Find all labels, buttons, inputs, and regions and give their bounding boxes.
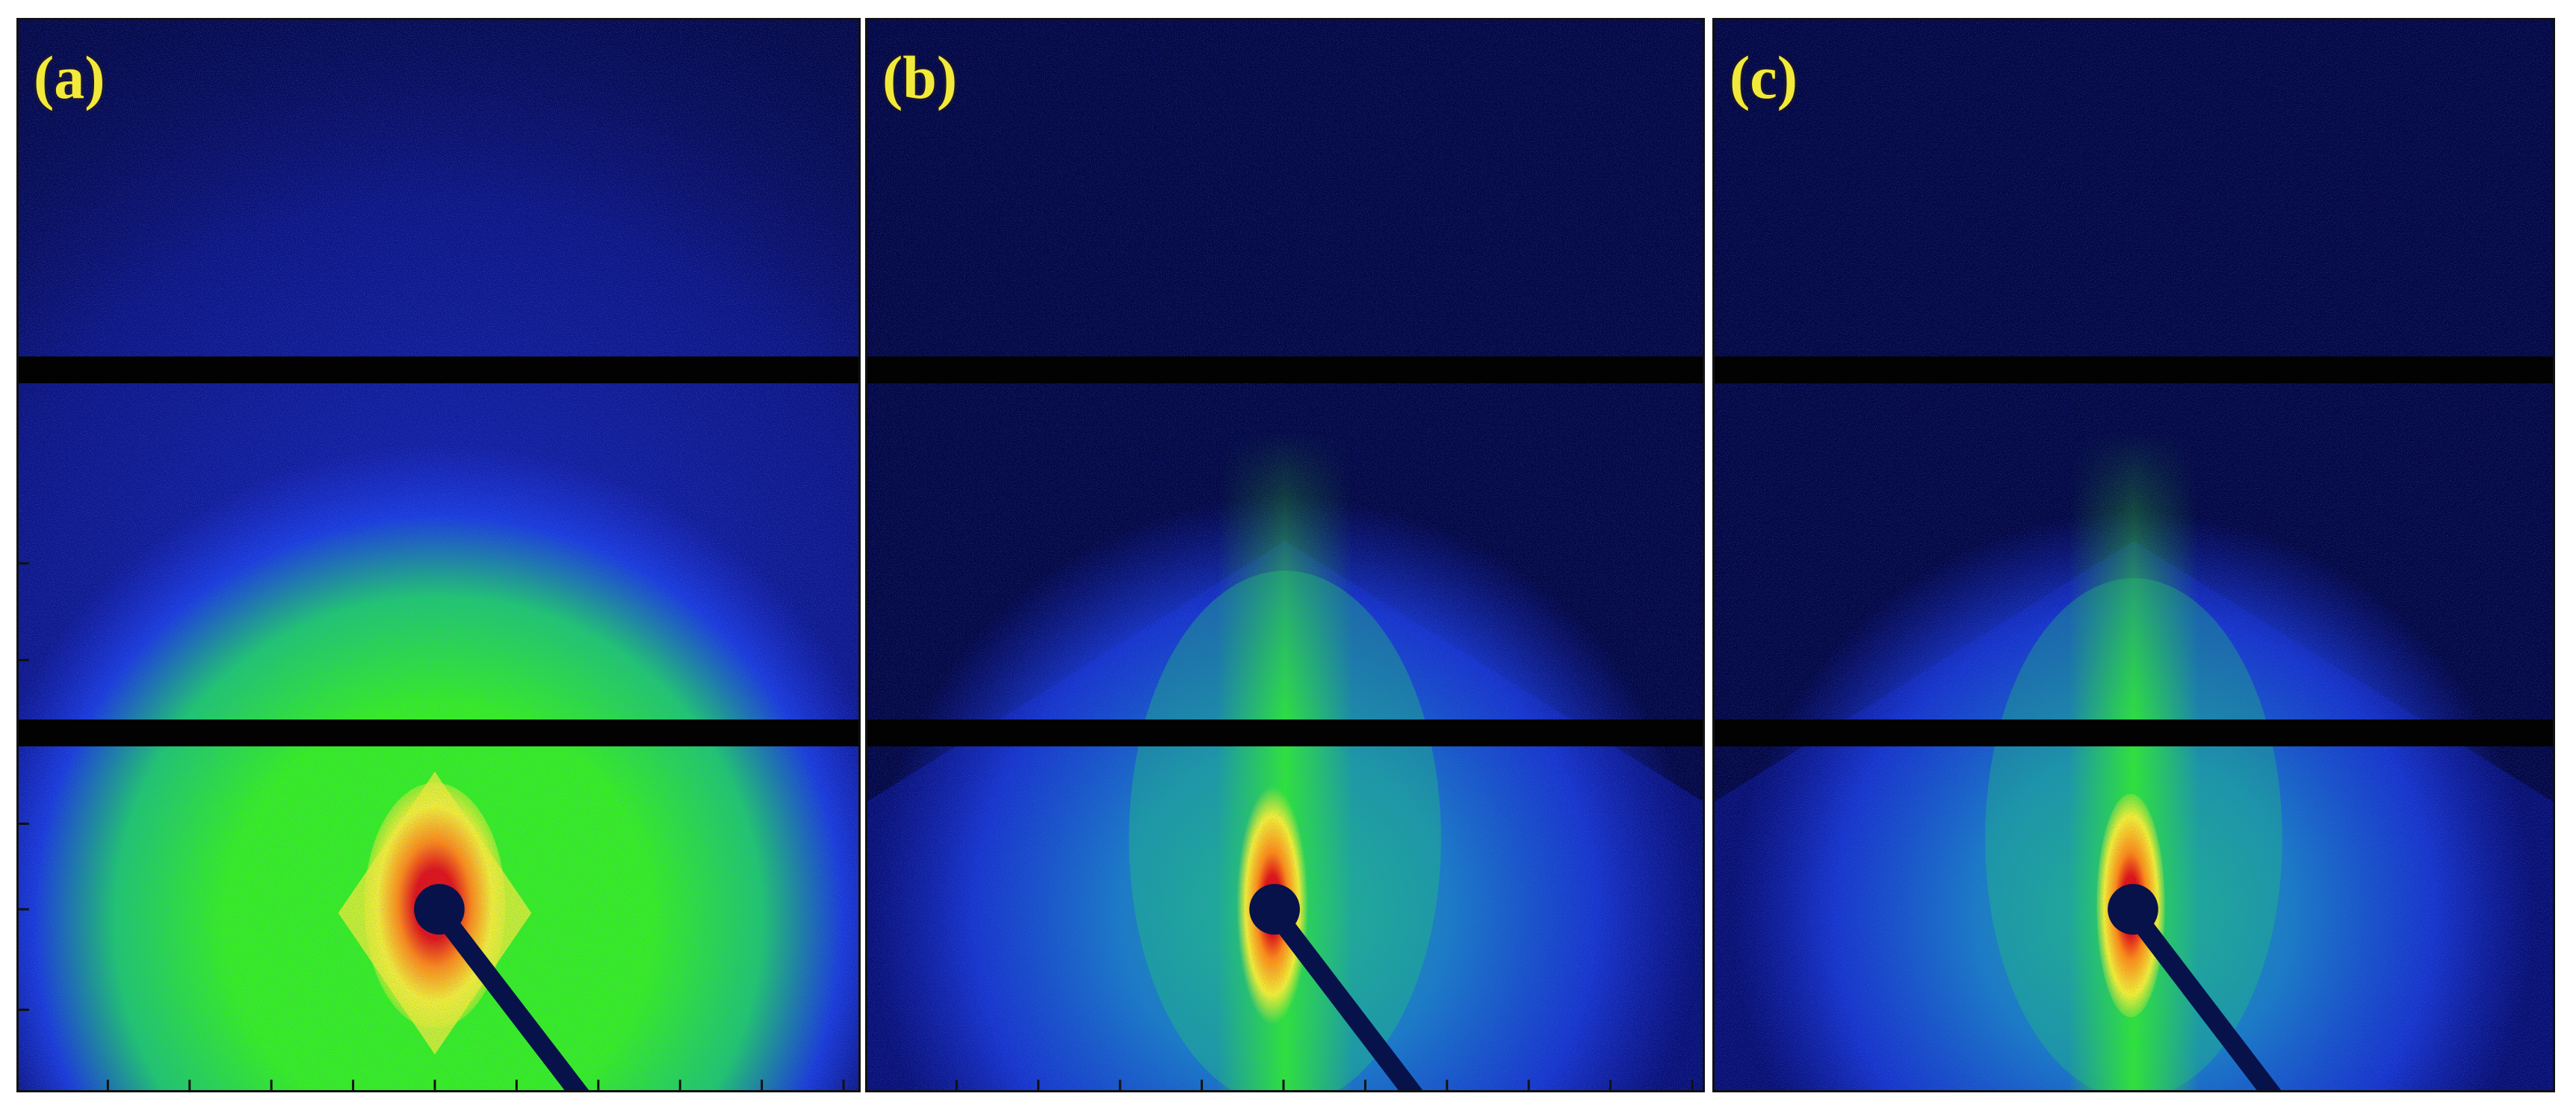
- scattering-pattern-image-a: [19, 20, 858, 1090]
- detector-gap-lower-a: [19, 720, 858, 746]
- detector-gap-upper-c: [1715, 356, 2553, 383]
- beamstop-arm-a: [436, 909, 589, 1090]
- scattering-pattern-panel-c: (c): [1712, 18, 2555, 1092]
- scattering-pattern-panel-b: (b): [865, 18, 1705, 1092]
- detector-gap-upper-b: [867, 356, 1703, 383]
- scattering-pattern-panel-a: (a): [16, 18, 861, 1092]
- scattering-pattern-image-c: [1715, 20, 2553, 1090]
- detector-gap-lower-c: [1715, 720, 2553, 746]
- beamstop-c: [2108, 884, 2158, 935]
- detector-gap-upper-a: [19, 356, 858, 383]
- beamstop-b: [1249, 884, 1300, 935]
- beamstop-a: [414, 884, 465, 935]
- panel-label-b: (b): [882, 43, 958, 111]
- panel-label-c: (c): [1730, 43, 1798, 111]
- panel-label-a: (a): [34, 43, 105, 111]
- beamstop-arm-b: [1270, 909, 1423, 1090]
- scattering-pattern-image-b: [867, 20, 1703, 1090]
- detector-gap-lower-b: [867, 720, 1703, 746]
- beamstop-arm-c: [2128, 909, 2282, 1090]
